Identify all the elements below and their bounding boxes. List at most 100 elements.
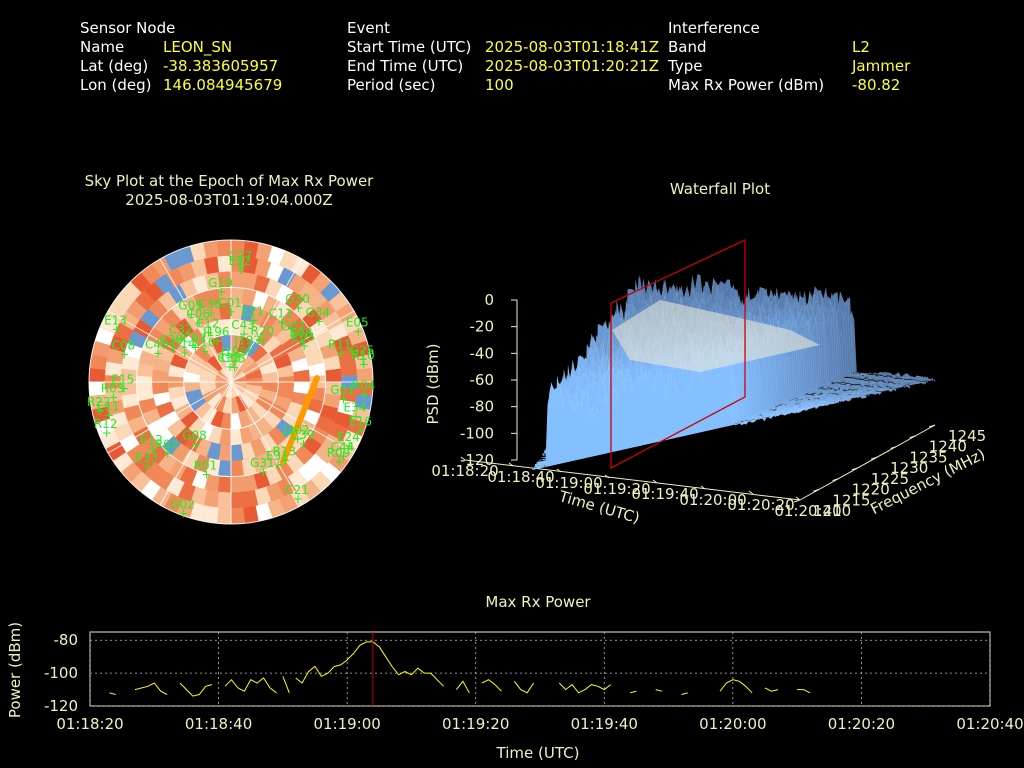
event-heading: Event bbox=[347, 19, 390, 37]
azimuth-spoke bbox=[159, 258, 232, 383]
sky-cell bbox=[243, 505, 259, 524]
sky-cell bbox=[274, 284, 294, 305]
frequency-tick-label: 1225 bbox=[871, 470, 909, 488]
power-x-tick-label: 01:18:40 bbox=[185, 715, 252, 733]
sky-cell bbox=[197, 323, 214, 342]
satellite-e16: +E16 bbox=[349, 414, 372, 437]
sky-cell bbox=[152, 369, 169, 382]
sky-cell bbox=[153, 391, 171, 407]
sky-cell bbox=[271, 301, 291, 321]
sky-cell bbox=[275, 419, 295, 438]
sky-cell bbox=[290, 486, 310, 508]
sky-cell bbox=[213, 351, 227, 369]
sky-cell bbox=[188, 395, 207, 412]
satellite-marker: + bbox=[258, 333, 268, 347]
frequency-tick-label: 1245 bbox=[948, 427, 986, 445]
satellite-g05: +G05 bbox=[221, 352, 246, 375]
sky-cell bbox=[261, 371, 279, 382]
satellite-label: J202 bbox=[282, 423, 309, 437]
sky-cell bbox=[248, 323, 265, 342]
sky-cell bbox=[176, 498, 195, 518]
satellite-marker: + bbox=[239, 327, 249, 341]
sky-cell bbox=[222, 397, 231, 414]
satellite-label: G08 bbox=[182, 428, 207, 442]
sky-cell bbox=[134, 290, 156, 311]
sky-cell bbox=[210, 335, 224, 354]
jammer-trail-line bbox=[280, 375, 320, 465]
sky-cell bbox=[276, 364, 294, 378]
sky-cell bbox=[104, 361, 123, 377]
satellite-label: E05 bbox=[346, 316, 369, 330]
satellite-label: C14 bbox=[172, 337, 196, 351]
satellite-label: E11 bbox=[97, 400, 120, 414]
sky-cell bbox=[202, 388, 220, 403]
sky-cell bbox=[231, 287, 244, 304]
interference-type-value: Jammer bbox=[852, 57, 911, 75]
sky-cell bbox=[188, 328, 207, 348]
time-tick bbox=[652, 479, 658, 484]
sky-cell bbox=[284, 291, 305, 312]
sky-cell bbox=[255, 352, 274, 369]
sky-cell bbox=[224, 366, 231, 382]
satellite-c12: +C12 bbox=[196, 317, 220, 340]
sky-cell bbox=[161, 308, 182, 329]
satellite-marker: + bbox=[206, 306, 216, 320]
sky-cell bbox=[347, 327, 367, 346]
frequency-tick bbox=[832, 478, 839, 482]
sky-cell bbox=[275, 326, 295, 345]
sky-cell bbox=[190, 258, 208, 278]
frequency-tick-label: 1230 bbox=[890, 459, 928, 477]
sky-cell bbox=[164, 250, 183, 271]
satellite-g31: +G31 bbox=[250, 456, 275, 479]
sky-cell bbox=[184, 361, 203, 375]
time-tick-label: 01:19:00 bbox=[535, 474, 602, 492]
sky-cell bbox=[250, 401, 269, 420]
sky-cell bbox=[238, 410, 252, 429]
satellite-e03: +E03 bbox=[292, 330, 315, 353]
power-y-tick-label: -80 bbox=[54, 631, 79, 649]
sky-cell bbox=[136, 387, 154, 402]
sky-cell bbox=[170, 353, 189, 370]
interference-band-label: Band bbox=[668, 38, 707, 56]
sky-cell bbox=[297, 462, 318, 483]
sky-cell bbox=[322, 355, 341, 371]
satellite-j195: +J195 bbox=[220, 345, 247, 368]
time-tick-label: 01:19:20 bbox=[583, 480, 650, 498]
sky-cell bbox=[171, 443, 191, 463]
satellite-e05: +E05 bbox=[346, 316, 369, 339]
sky-cell bbox=[181, 449, 200, 469]
sky-cell bbox=[250, 438, 267, 458]
sky-cell bbox=[178, 262, 196, 282]
satellite-marker: + bbox=[194, 316, 204, 330]
sky-cell bbox=[113, 322, 134, 342]
satellite-marker: + bbox=[244, 343, 254, 357]
sky-cell bbox=[121, 393, 140, 409]
satellite-label: C36 bbox=[198, 297, 222, 311]
sky-cell bbox=[356, 382, 373, 396]
power-y-tick-label: -120 bbox=[44, 697, 78, 715]
sky-cell bbox=[91, 406, 111, 424]
satellite-e15: +E15 bbox=[111, 373, 134, 396]
sky-cell bbox=[180, 335, 200, 354]
power-trace bbox=[513, 680, 535, 694]
satellite-label: E08 bbox=[290, 326, 313, 340]
sky-cell bbox=[179, 278, 198, 299]
sky-cell bbox=[205, 457, 221, 476]
sky-cell bbox=[301, 479, 322, 501]
satellite-label: R09 bbox=[327, 446, 351, 460]
time-tick-label: 01:20:00 bbox=[679, 491, 746, 509]
sky-cell bbox=[242, 256, 259, 275]
satellite-label: R12 bbox=[94, 417, 118, 431]
satellite-marker: + bbox=[258, 465, 268, 479]
sky-cell bbox=[356, 368, 373, 382]
satellite-marker: + bbox=[338, 392, 348, 406]
sky-cell bbox=[268, 343, 288, 361]
sky-cell bbox=[291, 357, 309, 373]
sky-cell bbox=[231, 507, 245, 524]
time-tick-label: 01:18:20 bbox=[431, 462, 498, 480]
sky-cell bbox=[253, 274, 271, 294]
sky-cell bbox=[95, 327, 115, 346]
sky-cell bbox=[161, 435, 182, 456]
time-tick bbox=[508, 462, 514, 467]
sky-cell bbox=[127, 415, 148, 434]
